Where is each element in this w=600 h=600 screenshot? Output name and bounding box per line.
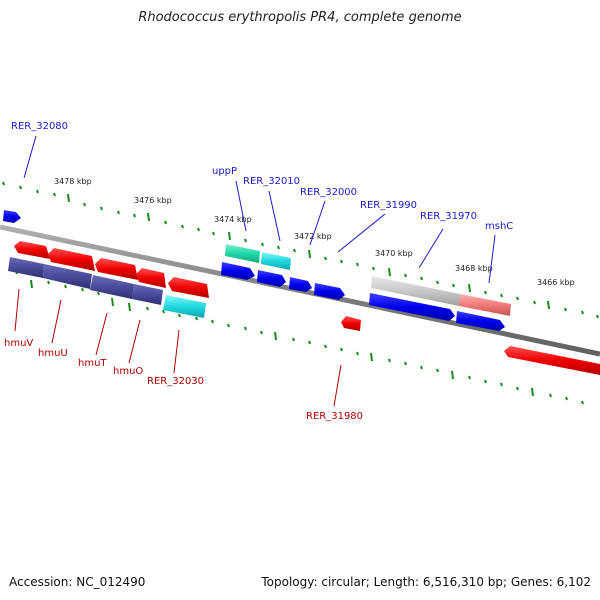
gene-label[interactable]: hmuU <box>38 348 68 359</box>
gene-arrow-red-4[interactable] <box>136 268 166 288</box>
gene-arrow-rer31990[interactable] <box>314 283 345 300</box>
accession-text: Accession: NC_012490 <box>9 575 146 589</box>
gene-label[interactable]: mshC <box>485 221 513 232</box>
gene-arrow-hmuO[interactable] <box>132 284 163 305</box>
gene-arrow-red-1[interactable] <box>14 241 50 259</box>
lower-tick-track <box>15 270 584 405</box>
gene-arrow-blue-2[interactable] <box>257 270 286 287</box>
gene-arrow-rer32080[interactable] <box>3 210 21 223</box>
gene-arrow-rer31980[interactable] <box>341 316 361 331</box>
gene-arrow-blue-5[interactable] <box>456 311 505 331</box>
label-leader-lines <box>14 135 496 407</box>
gene-arrow-red-3[interactable] <box>95 258 138 280</box>
kbp-label: 3468 kbp <box>455 264 493 273</box>
gene-arrow-red-2[interactable] <box>48 248 95 271</box>
gene-label[interactable]: RER_31970 <box>420 211 477 222</box>
gene-label[interactable]: hmuO <box>113 366 143 377</box>
gene-label[interactable]: hmuT <box>78 358 107 369</box>
kbp-label: 3478 kbp <box>54 177 92 186</box>
forward-genes <box>3 210 511 331</box>
gene-label[interactable]: RER_32010 <box>243 176 300 187</box>
reverse-genes <box>8 241 600 375</box>
kbp-label: 3466 kbp <box>537 278 575 287</box>
gene-label[interactable]: uppP <box>212 166 237 177</box>
gene-arrow-rer31970[interactable] <box>371 276 460 306</box>
gene-arrow-red-5[interactable] <box>168 277 209 298</box>
upper-tick-track <box>2 181 599 319</box>
gene-arrow-blue-4[interactable] <box>369 293 455 321</box>
gene-label[interactable]: RER_31980 <box>306 411 363 422</box>
map-title: Rhodococcus erythropolis PR4, complete g… <box>138 10 462 25</box>
genome-summary-text: Topology: circular; Length: 6,516,310 bp… <box>261 575 591 589</box>
gene-arrow-hmuV[interactable] <box>8 257 44 278</box>
gene-label[interactable]: RER_32080 <box>11 121 68 132</box>
gene-arrow-mshC[interactable] <box>459 294 511 316</box>
gene-arrow-blue-1[interactable] <box>221 262 255 280</box>
gene-arrow-hmuT[interactable] <box>90 275 134 299</box>
gene-arrow-blue-3[interactable] <box>289 277 312 292</box>
kbp-label: 3474 kbp <box>214 215 252 224</box>
gene-arrow-uppP[interactable] <box>225 244 260 263</box>
kbp-label: 3470 kbp <box>375 249 413 258</box>
gene-label[interactable]: hmuV <box>4 338 33 349</box>
gene-arrow-rer32030[interactable] <box>163 295 206 318</box>
gene-arrow-rer32010[interactable] <box>261 252 291 270</box>
gene-arrow-red-right[interactable] <box>504 346 600 375</box>
gene-arrow-hmuU[interactable] <box>43 264 92 289</box>
gene-label[interactable]: RER_31990 <box>360 200 417 211</box>
gene-label[interactable]: RER_32030 <box>147 376 204 387</box>
gene-label[interactable]: RER_32000 <box>300 187 357 198</box>
kbp-label: 3476 kbp <box>134 196 172 205</box>
